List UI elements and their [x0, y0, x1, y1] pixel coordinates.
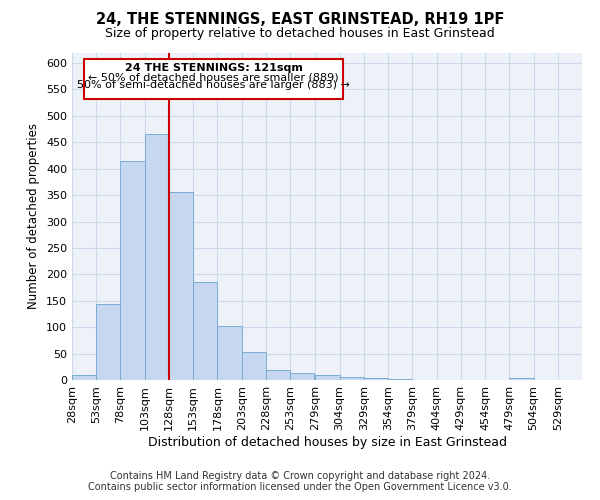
- Bar: [266, 370, 290, 380]
- Text: Contains HM Land Registry data © Crown copyright and database right 2024.
Contai: Contains HM Land Registry data © Crown c…: [88, 471, 512, 492]
- Bar: [316, 374, 340, 380]
- Text: 50% of semi-detached houses are larger (883) →: 50% of semi-detached houses are larger (…: [77, 80, 350, 90]
- Bar: [242, 352, 266, 380]
- Bar: [169, 192, 193, 380]
- Bar: [340, 378, 364, 380]
- Text: ← 50% of detached houses are smaller (889): ← 50% of detached houses are smaller (88…: [88, 72, 339, 82]
- Text: Size of property relative to detached houses in East Grinstead: Size of property relative to detached ho…: [105, 28, 495, 40]
- Bar: [193, 282, 217, 380]
- Bar: [121, 161, 145, 380]
- X-axis label: Distribution of detached houses by size in East Grinstead: Distribution of detached houses by size …: [148, 436, 506, 448]
- FancyBboxPatch shape: [83, 59, 343, 99]
- Text: 24, THE STENNINGS, EAST GRINSTEAD, RH19 1PF: 24, THE STENNINGS, EAST GRINSTEAD, RH19 …: [96, 12, 504, 28]
- Bar: [145, 134, 169, 380]
- Bar: [388, 379, 412, 380]
- Y-axis label: Number of detached properties: Number of detached properties: [28, 123, 40, 309]
- Bar: [509, 378, 533, 380]
- Text: 24 THE STENNINGS: 121sqm: 24 THE STENNINGS: 121sqm: [125, 63, 302, 73]
- Bar: [364, 378, 388, 380]
- Bar: [72, 374, 96, 380]
- Bar: [217, 326, 242, 380]
- Bar: [96, 304, 121, 380]
- Bar: [290, 372, 314, 380]
